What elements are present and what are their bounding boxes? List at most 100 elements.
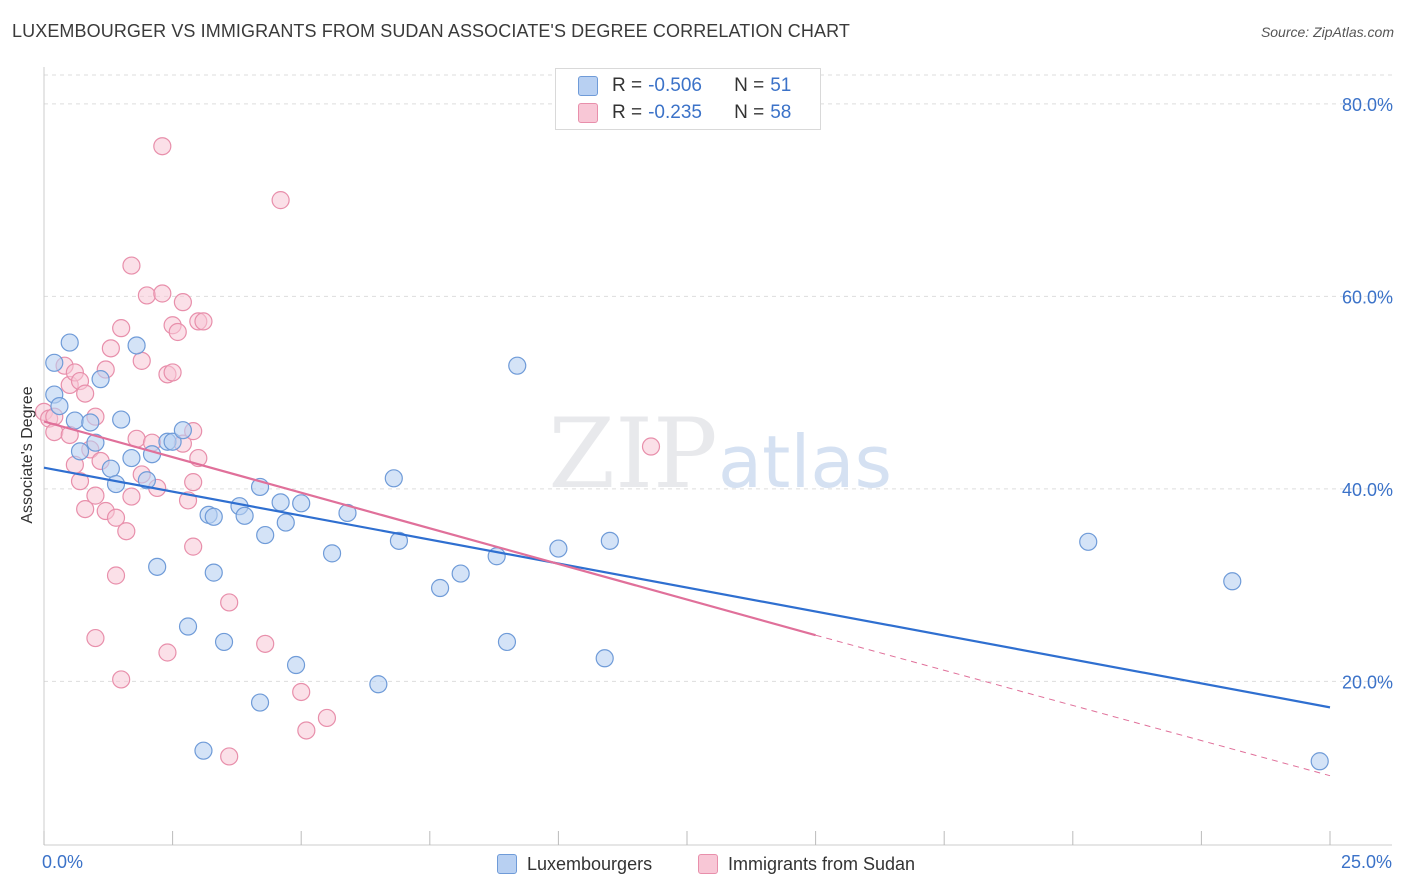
- data-point-immigrants-from-sudan: [158, 643, 177, 662]
- data-point-immigrants-from-sudan: [168, 322, 187, 342]
- x-tick-label-max: 25.0%: [1340, 852, 1392, 872]
- data-point-luxembourgers: [276, 513, 295, 532]
- data-point-immigrants-from-sudan: [106, 508, 126, 527]
- legend-n-value: 58: [770, 102, 792, 123]
- data-point-luxembourgers: [322, 544, 342, 563]
- data-point-immigrants-from-sudan: [137, 286, 156, 305]
- source-label: Source: ZipAtlas.com: [1260, 24, 1394, 40]
- legend-swatch-blue: [578, 76, 598, 96]
- data-point-immigrants-from-sudan: [220, 747, 239, 766]
- data-point-luxembourgers: [1079, 532, 1098, 551]
- data-point-immigrants-from-sudan: [101, 339, 120, 358]
- data-point-immigrants-from-sudan: [163, 363, 182, 382]
- data-point-luxembourgers: [122, 448, 141, 468]
- legend-n-label: N =: [734, 75, 765, 96]
- y-tick-labels: 20.0% 40.0% 60.0% 80.0%: [1342, 95, 1393, 693]
- data-point-immigrants-from-sudan: [86, 628, 105, 648]
- gridlines: [44, 74, 1392, 682]
- data-point-luxembourgers: [549, 539, 568, 558]
- data-point-luxembourgers: [101, 459, 120, 478]
- data-point-immigrants-from-sudan: [112, 670, 131, 689]
- data-point-luxembourgers: [137, 471, 156, 490]
- legend-swatch-pink: [698, 854, 718, 874]
- bottom-legend-immigrants-from-sudan[interactable]: Immigrants from Sudan: [698, 852, 915, 876]
- data-point-immigrants-from-sudan: [641, 437, 661, 456]
- data-point-luxembourgers: [127, 336, 146, 355]
- y-tick-label: 20.0%: [1342, 672, 1393, 692]
- data-point-immigrants-from-sudan: [317, 708, 337, 728]
- correlation-legend: R = -0.506 N = 51 R = -0.235 N = 58: [555, 68, 821, 130]
- data-point-immigrants-from-sudan: [86, 486, 105, 505]
- watermark: ZIP atlas: [548, 398, 892, 510]
- data-point-immigrants-from-sudan: [292, 682, 311, 702]
- data-point-immigrants-from-sudan: [122, 487, 141, 506]
- trend-lines: [43, 420, 1331, 777]
- data-point-immigrants-from-sudan: [184, 473, 203, 492]
- data-point-immigrants-from-sudan: [122, 256, 141, 275]
- data-point-luxembourgers: [45, 353, 64, 372]
- data-point-immigrants-from-sudan: [297, 721, 316, 740]
- data-point-luxembourgers: [595, 649, 614, 668]
- data-point-luxembourgers: [1223, 572, 1242, 591]
- data-point-luxembourgers: [508, 356, 527, 375]
- data-point-luxembourgers: [91, 370, 110, 389]
- legend-row-immigrants-from-sudan: R = -0.235 N = 58: [578, 101, 791, 125]
- data-point-immigrants-from-sudan: [153, 284, 172, 303]
- legend-swatch-blue: [497, 854, 517, 874]
- data-point-luxembourgers: [389, 531, 409, 550]
- bottom-legend-label: Luxembourgers: [527, 853, 653, 874]
- data-point-luxembourgers: [194, 741, 213, 760]
- data-point-luxembourgers: [163, 432, 182, 451]
- data-point-immigrants-from-sudan: [70, 472, 90, 491]
- data-point-luxembourgers: [204, 563, 223, 582]
- data-point-luxembourgers: [50, 397, 69, 416]
- data-point-immigrants-from-sudan: [117, 522, 136, 541]
- series-luxembourgers-points: [45, 333, 1329, 771]
- data-point-luxembourgers: [451, 564, 470, 583]
- data-point-immigrants-from-sudan: [76, 384, 95, 403]
- y-tick-label: 60.0%: [1342, 287, 1393, 307]
- data-point-immigrants-from-sudan: [106, 566, 126, 585]
- legend-n-label: N =: [734, 102, 765, 123]
- y-tick-label: 40.0%: [1342, 480, 1393, 500]
- data-point-luxembourgers: [384, 469, 403, 488]
- data-point-immigrants-from-sudan: [76, 499, 95, 519]
- data-point-luxembourgers: [256, 525, 275, 545]
- legend-r-value: -0.506: [648, 75, 702, 96]
- x-tick-label-min: 0.0%: [42, 852, 84, 872]
- chart-title: LUXEMBOURGER VS IMMIGRANTS FROM SUDAN AS…: [12, 21, 850, 41]
- data-point-luxembourgers: [292, 494, 311, 513]
- bottom-legend-label: Immigrants from Sudan: [728, 853, 916, 874]
- watermark-zip: ZIP: [548, 398, 717, 510]
- watermark-atlas: atlas: [718, 420, 892, 504]
- legend-n-value: 51: [770, 75, 792, 96]
- y-tick-label: 80.0%: [1342, 95, 1393, 115]
- data-point-luxembourgers: [430, 578, 450, 598]
- bottom-legend-luxembourgers[interactable]: Luxembourgers: [497, 852, 652, 876]
- data-point-luxembourgers: [173, 421, 192, 440]
- trend-line-immigrants-from-sudan-extension: [815, 634, 1331, 777]
- data-point-luxembourgers: [250, 693, 270, 712]
- data-point-luxembourgers: [497, 632, 517, 652]
- y-axis-label: Associate's Degree: [19, 386, 36, 524]
- data-point-luxembourgers: [286, 655, 306, 675]
- legend-r-value: -0.235: [648, 102, 702, 123]
- data-point-immigrants-from-sudan: [194, 312, 213, 331]
- legend-row-luxembourgers: R = -0.506 N = 51: [578, 74, 791, 98]
- legend-r-label: R =: [612, 75, 643, 96]
- legend-r-label: R =: [612, 102, 643, 123]
- data-point-immigrants-from-sudan: [153, 137, 172, 156]
- data-point-luxembourgers: [178, 617, 198, 636]
- data-point-luxembourgers: [148, 557, 167, 576]
- data-point-luxembourgers: [271, 493, 290, 512]
- data-point-luxembourgers: [106, 474, 126, 494]
- data-point-luxembourgers: [600, 531, 619, 550]
- data-point-immigrants-from-sudan: [271, 191, 290, 210]
- data-point-immigrants-from-sudan: [132, 351, 151, 370]
- data-point-luxembourgers: [81, 413, 100, 432]
- legend-swatch-pink: [578, 103, 598, 123]
- data-point-immigrants-from-sudan: [220, 593, 239, 612]
- data-point-luxembourgers: [70, 442, 90, 461]
